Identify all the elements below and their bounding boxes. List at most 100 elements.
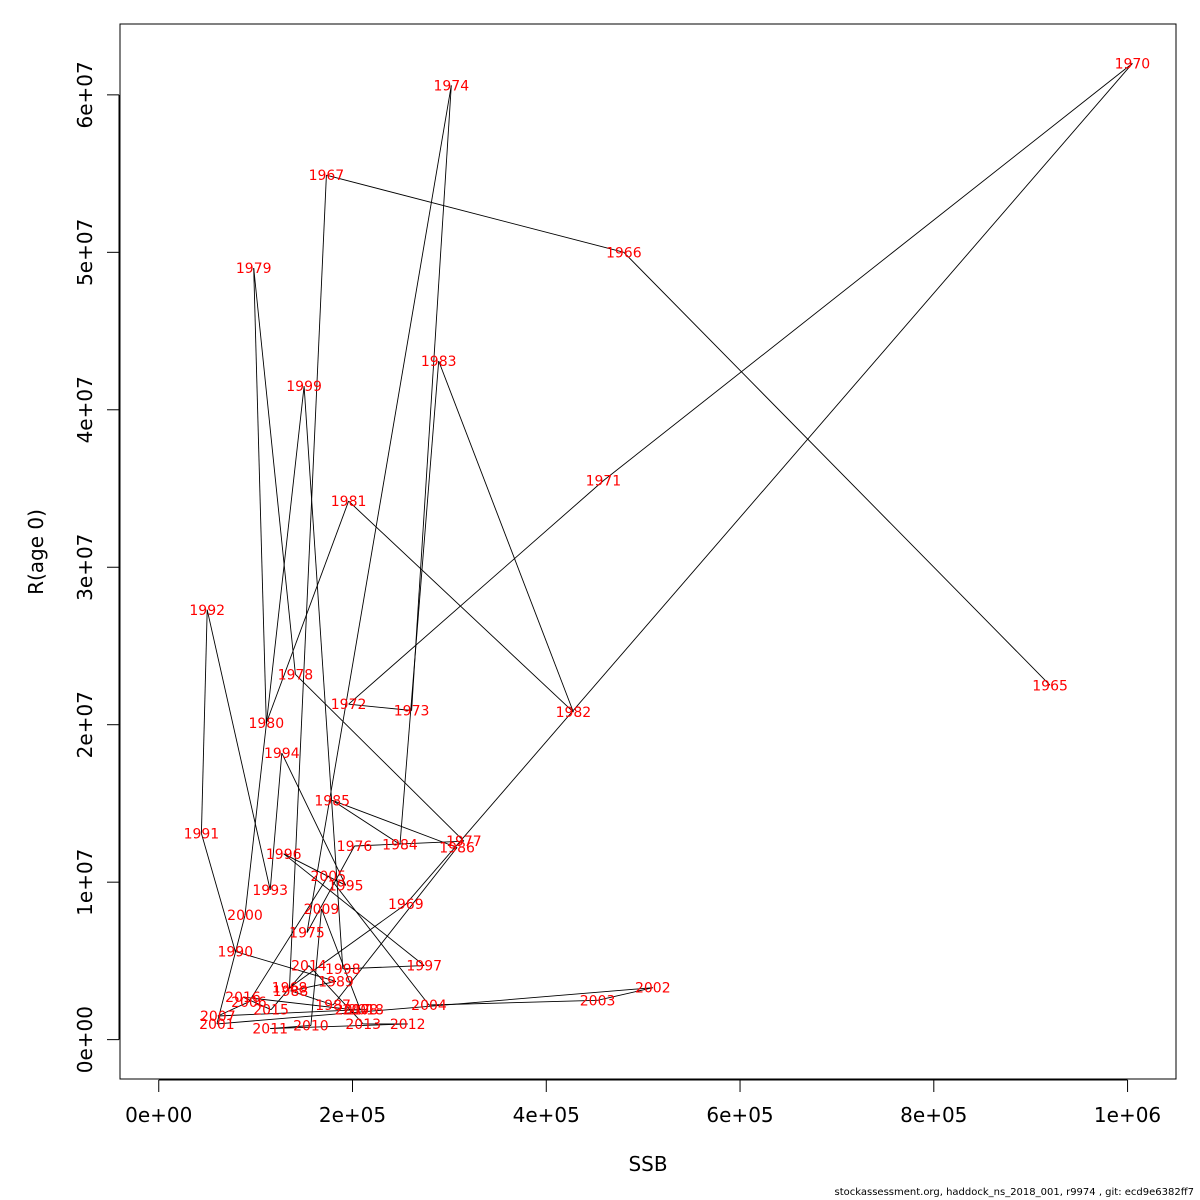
point-label-2004: 2004 bbox=[411, 998, 447, 1014]
footer-credit: stockassessment.org, haddock_ns_2018_001… bbox=[834, 1187, 1195, 1198]
y-tick-label: 4e+07 bbox=[73, 376, 97, 443]
segment-2009-2010 bbox=[310, 908, 322, 1026]
segment-1996-1997 bbox=[283, 853, 425, 966]
segment-2007-2008 bbox=[217, 1009, 361, 1017]
segment-1986-1987 bbox=[332, 847, 458, 1006]
point-label-1970: 1970 bbox=[1115, 56, 1151, 72]
y-tick-label: 3e+07 bbox=[73, 534, 97, 601]
segment-1975-1976 bbox=[306, 845, 355, 933]
point-label-2017: 2017 bbox=[335, 1003, 371, 1019]
segment-1993-1994 bbox=[269, 753, 283, 891]
y-tick-label: 1e+07 bbox=[73, 849, 97, 916]
x-tick-label: 4e+05 bbox=[513, 1103, 580, 1127]
y-axis-title: R(age 0) bbox=[24, 509, 48, 595]
point-label-1993: 1993 bbox=[252, 883, 288, 899]
point-label-2001: 2001 bbox=[199, 1017, 235, 1033]
point-label-1990: 1990 bbox=[217, 945, 253, 961]
segment-1969-1970 bbox=[405, 63, 1133, 905]
segment-2016-2017 bbox=[242, 996, 353, 1011]
point-label-2015: 2015 bbox=[253, 1003, 289, 1019]
segment-1995-1996 bbox=[283, 853, 346, 886]
segment-1991-1992 bbox=[200, 609, 208, 834]
x-tick-label: 8e+05 bbox=[900, 1103, 967, 1127]
plot-frame bbox=[119, 23, 1177, 1080]
segment-1977-1978 bbox=[295, 673, 465, 842]
point-label-2006: 2006 bbox=[231, 995, 267, 1011]
point-label-2007: 2007 bbox=[200, 1009, 236, 1025]
point-label-1998: 1998 bbox=[325, 962, 361, 978]
segment-1983-1984 bbox=[399, 360, 440, 845]
segment-2013-2014 bbox=[308, 965, 364, 1025]
segment-2001-2002 bbox=[216, 987, 653, 1025]
y-tick-label: 5e+07 bbox=[73, 219, 97, 286]
point-label-1968: 1968 bbox=[272, 981, 308, 997]
segment-1987-1988 bbox=[290, 990, 334, 1006]
point-label-1983: 1983 bbox=[421, 354, 457, 370]
y-tick-label: 2e+07 bbox=[73, 691, 97, 758]
segment-1988-1989 bbox=[290, 980, 337, 992]
point-label-2003: 2003 bbox=[580, 993, 616, 1009]
segment-1990-1991 bbox=[200, 833, 236, 952]
y-tick-label: 0e+00 bbox=[73, 1006, 97, 1073]
segment-1985-1986 bbox=[332, 799, 458, 848]
segment-1978-1979 bbox=[253, 268, 296, 675]
point-label-2011: 2011 bbox=[252, 1022, 288, 1038]
segment-1982-1983 bbox=[438, 360, 574, 713]
segment-1998-1999 bbox=[303, 386, 344, 969]
point-label-2012: 2012 bbox=[390, 1017, 426, 1033]
point-label-1969: 1969 bbox=[388, 897, 424, 913]
point-label-1988: 1988 bbox=[273, 984, 309, 1000]
segment-1992-1993 bbox=[206, 609, 271, 891]
segment-1971-1972 bbox=[348, 480, 604, 705]
segment-2005-2006 bbox=[248, 875, 329, 1003]
point-label-1979: 1979 bbox=[236, 261, 272, 277]
y-tick-label: 6e+07 bbox=[73, 61, 97, 128]
point-label-2014: 2014 bbox=[291, 959, 327, 975]
segment-1980-1981 bbox=[265, 500, 350, 724]
point-label-1973: 1973 bbox=[394, 704, 430, 720]
segment-2003-2004 bbox=[428, 999, 598, 1006]
point-label-1991: 1991 bbox=[184, 826, 220, 842]
point-label-2018: 2018 bbox=[348, 1003, 384, 1019]
point-label-1972: 1972 bbox=[331, 697, 367, 713]
point-label-1986: 1986 bbox=[439, 841, 475, 857]
segment-1999-2000 bbox=[244, 386, 305, 916]
y-axis: 0e+00 1e+07 2e+07 3e+07 4e+07 5e+07 6e+07 bbox=[73, 61, 120, 1073]
x-tick-label: 1e+06 bbox=[1094, 1103, 1161, 1127]
point-label-2008: 2008 bbox=[342, 1003, 378, 1019]
point-label-1977: 1977 bbox=[446, 834, 482, 850]
segment-2014-2015 bbox=[270, 965, 310, 1010]
segment-1994-1995 bbox=[281, 752, 347, 886]
segment-1981-1982 bbox=[348, 500, 574, 713]
point-label-1989: 1989 bbox=[318, 974, 354, 990]
x-axis: 0e+00 2e+05 4e+05 6e+05 8e+05 1e+06 bbox=[125, 1079, 1161, 1127]
segment-2008-2009 bbox=[321, 908, 361, 1010]
segment-2011-2012 bbox=[270, 1023, 408, 1030]
point-label-1966: 1966 bbox=[606, 245, 642, 261]
point-label-1982: 1982 bbox=[556, 705, 592, 721]
segment-2004-2005 bbox=[327, 875, 430, 1006]
point-label-2016: 2016 bbox=[225, 990, 261, 1006]
segment-1979-1980 bbox=[253, 268, 267, 724]
point-label-1981: 1981 bbox=[331, 494, 367, 510]
point-label-1995: 1995 bbox=[328, 878, 364, 894]
segment-1976-1977 bbox=[354, 840, 464, 847]
point-label-1984: 1984 bbox=[382, 837, 418, 853]
series-path bbox=[200, 63, 1133, 1030]
x-tick-label: 0e+00 bbox=[125, 1103, 192, 1127]
x-axis-title: SSB bbox=[628, 1152, 667, 1176]
point-label-1975: 1975 bbox=[289, 926, 325, 942]
segment-1967-1968 bbox=[289, 175, 327, 988]
point-label-1974: 1974 bbox=[433, 78, 469, 94]
segment-1965-1966 bbox=[623, 251, 1051, 686]
point-label-1996: 1996 bbox=[266, 847, 302, 863]
segment-2002-2003 bbox=[597, 987, 653, 1001]
segment-2000-2001 bbox=[216, 915, 246, 1025]
point-label-1976: 1976 bbox=[337, 839, 373, 855]
point-label-2010: 2010 bbox=[293, 1019, 329, 1035]
x-tick-label: 2e+05 bbox=[319, 1103, 386, 1127]
point-label-1971: 1971 bbox=[586, 474, 622, 490]
segment-1970-1971 bbox=[603, 63, 1133, 481]
point-label-2002: 2002 bbox=[635, 981, 671, 997]
point-label-1967: 1967 bbox=[309, 168, 345, 184]
